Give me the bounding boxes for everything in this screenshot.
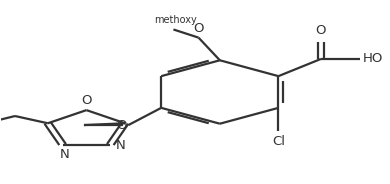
Text: O: O [116,119,126,132]
Text: O: O [193,22,204,36]
Text: methoxy: methoxy [154,15,197,25]
Text: N: N [60,148,69,161]
Text: O: O [316,24,326,37]
Text: O: O [81,94,92,107]
Text: Cl: Cl [272,135,285,148]
Text: N: N [115,139,125,152]
Text: HO: HO [363,52,383,66]
